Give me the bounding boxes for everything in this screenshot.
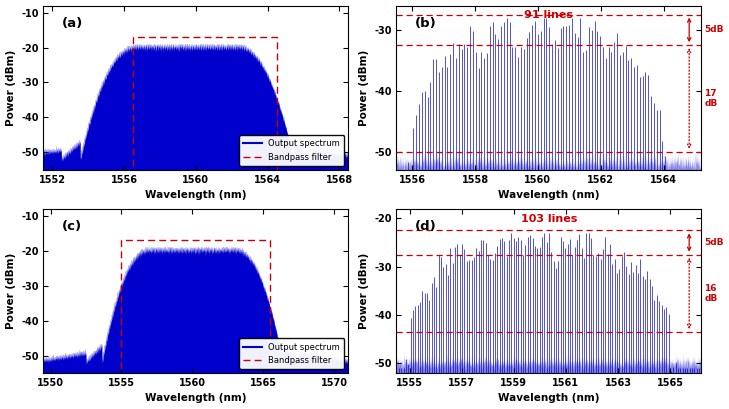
Text: (c): (c): [62, 220, 82, 233]
Text: 17
dB: 17 dB: [704, 89, 717, 108]
Text: 103 lines: 103 lines: [521, 213, 577, 224]
Text: (b): (b): [415, 17, 437, 30]
Text: 16
dB: 16 dB: [704, 283, 717, 303]
X-axis label: Wavelength (nm): Wavelength (nm): [145, 393, 246, 403]
Y-axis label: Power (dBm): Power (dBm): [359, 253, 369, 329]
Text: 5dB: 5dB: [704, 238, 724, 247]
Y-axis label: Power (dBm): Power (dBm): [6, 49, 15, 126]
Y-axis label: Power (dBm): Power (dBm): [359, 49, 369, 126]
Legend: Output spectrum, Bandpass filter: Output spectrum, Bandpass filter: [239, 135, 344, 166]
X-axis label: Wavelength (nm): Wavelength (nm): [145, 190, 246, 200]
X-axis label: Wavelength (nm): Wavelength (nm): [498, 190, 600, 200]
X-axis label: Wavelength (nm): Wavelength (nm): [498, 393, 600, 403]
Text: 5dB: 5dB: [704, 25, 724, 34]
Text: 91 lines: 91 lines: [524, 11, 574, 20]
Text: (a): (a): [62, 17, 83, 30]
Y-axis label: Power (dBm): Power (dBm): [6, 253, 15, 329]
Text: (d): (d): [415, 220, 437, 233]
Legend: Output spectrum, Bandpass filter: Output spectrum, Bandpass filter: [239, 338, 344, 369]
